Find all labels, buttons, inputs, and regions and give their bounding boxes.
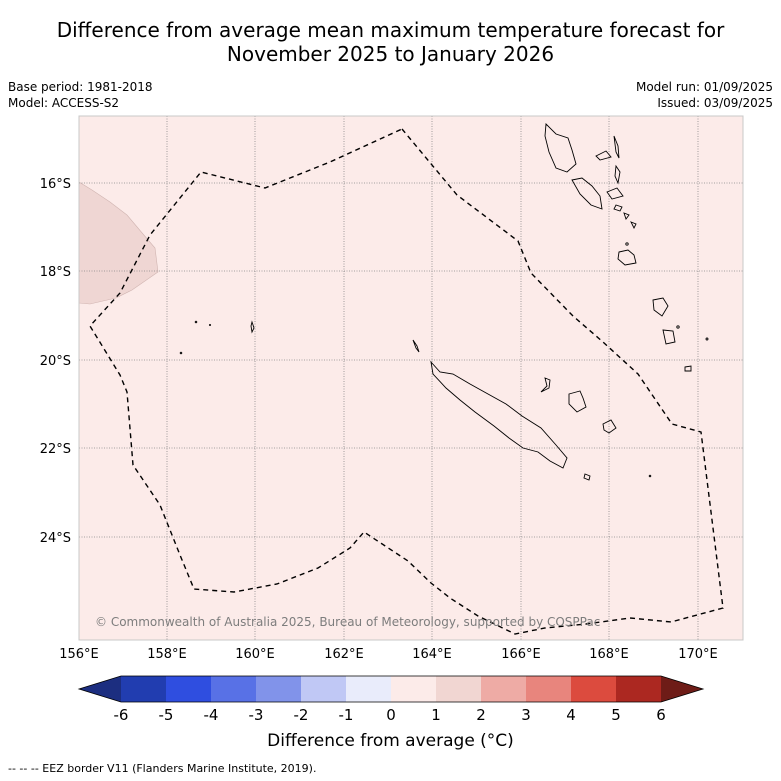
colorbar-segment-m5-m4 [166, 676, 211, 702]
efate-island [617, 249, 637, 266]
colorbar-segment-m3-m2 [256, 676, 301, 702]
lon-label-166e: 166°E [501, 647, 541, 662]
futuna-islet [676, 325, 680, 329]
eez-border [89, 128, 724, 635]
lon-label-164e: 164°E [412, 647, 452, 662]
lat-label-24s: 24°S [40, 531, 71, 546]
colorbar-extend-high [661, 676, 703, 702]
meta-left: Base period: 1981-2018 Model: ACCESS-S2 [8, 79, 153, 111]
cb-tick-m1: -1 [339, 706, 354, 724]
issued-date: Issued: 03/09/2025 [657, 96, 773, 110]
cb-tick-4: 4 [566, 706, 576, 724]
colorbar-segment-1-2 [436, 676, 481, 702]
model-run: Model run: 01/09/2025 [635, 80, 773, 94]
cb-tick-m5: -5 [159, 706, 174, 724]
colorbar-segment-0-1 [391, 676, 436, 702]
lifou-island [568, 390, 587, 413]
islet-c [179, 351, 183, 355]
cb-tick-m3: -3 [249, 706, 264, 724]
aneityum-island [684, 365, 692, 372]
aniwa-islet [705, 337, 709, 341]
colorbar-outline [77, 675, 705, 703]
longitude-labels: 156°E 158°E 160°E 162°E 164°E 166°E 168°… [59, 647, 718, 662]
gridlines [79, 116, 743, 640]
shepherd-islands [613, 204, 637, 230]
colorbar-segment-3-4 [526, 676, 571, 702]
western-islets [179, 320, 652, 478]
cb-tick-m4: -4 [204, 706, 219, 724]
map-background [79, 116, 743, 640]
colorbar-segment-m1-0 [346, 676, 391, 702]
colorbar-ticks: -6 -5 -4 -3 -2 -1 0 1 2 3 4 5 6 [114, 706, 666, 724]
lon-label-162e: 162°E [324, 647, 364, 662]
chesterfield-islet [250, 320, 255, 334]
title-line-2: November 2025 to January 2026 [226, 42, 555, 66]
cb-tick-3: 3 [521, 706, 531, 724]
map-frame [78, 115, 744, 641]
colorbar-label: Difference from average (°C) [267, 731, 514, 751]
cb-tick-6: 6 [656, 706, 666, 724]
colorbar-extend-low [79, 676, 121, 702]
new-caledonia-main-island [430, 360, 568, 469]
title-line-1: Difference from average mean maximum tem… [56, 18, 725, 42]
chart-title: Difference from average mean maximum tem… [0, 18, 781, 66]
colorbar-segment-m4-m3 [211, 676, 256, 702]
latitude-labels: 16°S 18°S 20°S 22°S 24°S [40, 177, 71, 546]
lon-label-168e: 168°E [589, 647, 629, 662]
lon-label-170e: 170°E [678, 647, 718, 662]
cb-tick-2: 2 [476, 706, 486, 724]
colorbar-segment-5-6 [616, 676, 661, 702]
lat-label-22s: 22°S [40, 442, 71, 457]
cb-tick-m6: -6 [114, 706, 129, 724]
meta-right: Model run: 01/09/2025 Issued: 03/09/2025 [636, 79, 773, 111]
colorbar-segment-m6-m5 [121, 676, 166, 702]
anomaly-patch [78, 181, 159, 305]
vanuatu-islands [544, 122, 709, 372]
lat-label-20s: 20°S [40, 354, 71, 369]
malekula-island [571, 177, 603, 210]
epi-island [606, 187, 624, 200]
colorbar [77, 675, 705, 703]
copyright-notice: © Commonwealth of Australia 2025, Bureau… [95, 615, 600, 629]
maewo-island [613, 135, 620, 159]
tanna-island [662, 329, 676, 345]
cb-tick-m2: -2 [294, 706, 309, 724]
base-period: Base period: 1981-2018 [8, 80, 153, 94]
lat-label-18s: 18°S [40, 265, 71, 280]
lon-label-160e: 160°E [235, 647, 275, 662]
islet-b [208, 323, 212, 327]
lon-label-158e: 158°E [147, 647, 187, 662]
islet-d [648, 474, 652, 478]
pentecost-island [614, 164, 621, 185]
cb-tick-1: 1 [431, 706, 441, 724]
ambae-island [595, 150, 612, 161]
cb-tick-5: 5 [611, 706, 621, 724]
colorbar-segment-4-5 [571, 676, 616, 702]
espiritu-santo-island [544, 122, 577, 173]
lat-label-16s: 16°S [40, 177, 71, 192]
mare-island [602, 419, 617, 434]
colorbar-segment-2-3 [481, 676, 526, 702]
model-name: Model: ACCESS-S2 [8, 96, 120, 110]
isle-of-pines [583, 473, 591, 481]
colorbar-segment-m2-m1 [301, 676, 346, 702]
ouvea-island [540, 377, 551, 393]
belep-islands [412, 339, 420, 353]
islet-a [194, 320, 198, 324]
small-islet [625, 242, 629, 246]
erromango-island [652, 297, 669, 317]
cb-tick-0: 0 [386, 706, 396, 724]
lon-label-156e: 156°E [59, 647, 99, 662]
eez-footnote: -- -- -- EEZ border V11 (Flanders Marine… [8, 762, 317, 775]
